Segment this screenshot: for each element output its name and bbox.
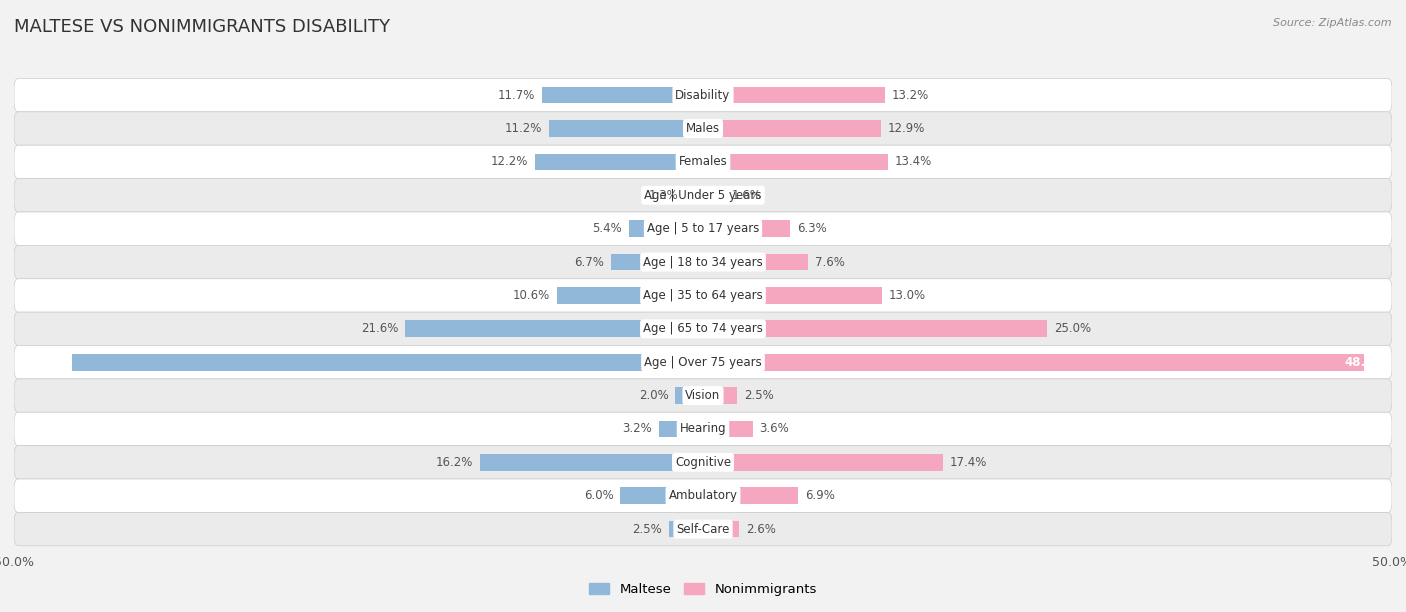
Text: 3.6%: 3.6% xyxy=(759,422,789,436)
Bar xyxy=(703,254,807,271)
Text: 13.2%: 13.2% xyxy=(891,89,929,102)
Bar xyxy=(703,187,725,204)
Text: Age | 18 to 34 years: Age | 18 to 34 years xyxy=(643,256,763,269)
FancyBboxPatch shape xyxy=(14,479,1392,512)
Bar xyxy=(703,87,884,103)
Text: 2.5%: 2.5% xyxy=(631,523,662,536)
Bar xyxy=(557,287,703,304)
Text: 11.7%: 11.7% xyxy=(498,89,534,102)
Bar xyxy=(72,354,703,370)
Bar xyxy=(703,487,799,504)
FancyBboxPatch shape xyxy=(14,145,1392,179)
Bar xyxy=(703,521,738,537)
Bar xyxy=(405,321,703,337)
FancyBboxPatch shape xyxy=(14,346,1392,379)
Bar xyxy=(620,487,703,504)
FancyBboxPatch shape xyxy=(14,312,1392,346)
Text: 6.9%: 6.9% xyxy=(806,489,835,502)
Bar xyxy=(628,220,703,237)
Bar xyxy=(703,387,738,404)
Text: 10.6%: 10.6% xyxy=(513,289,550,302)
Text: Age | 35 to 64 years: Age | 35 to 64 years xyxy=(643,289,763,302)
Bar xyxy=(703,220,790,237)
Text: Age | Over 75 years: Age | Over 75 years xyxy=(644,356,762,368)
Text: Females: Females xyxy=(679,155,727,168)
Text: Ambulatory: Ambulatory xyxy=(668,489,738,502)
Legend: Maltese, Nonimmigrants: Maltese, Nonimmigrants xyxy=(583,578,823,602)
Text: 2.0%: 2.0% xyxy=(638,389,669,402)
Bar xyxy=(703,120,880,137)
Bar xyxy=(703,354,1364,370)
Bar xyxy=(610,254,703,271)
Text: Age | Under 5 years: Age | Under 5 years xyxy=(644,188,762,202)
Text: 2.5%: 2.5% xyxy=(744,389,775,402)
Text: 5.4%: 5.4% xyxy=(592,222,621,235)
FancyBboxPatch shape xyxy=(14,278,1392,312)
Text: MALTESE VS NONIMMIGRANTS DISABILITY: MALTESE VS NONIMMIGRANTS DISABILITY xyxy=(14,18,391,36)
Text: 6.3%: 6.3% xyxy=(797,222,827,235)
Text: Disability: Disability xyxy=(675,89,731,102)
FancyBboxPatch shape xyxy=(14,212,1392,245)
Text: Males: Males xyxy=(686,122,720,135)
Text: Vision: Vision xyxy=(685,389,721,402)
Text: Cognitive: Cognitive xyxy=(675,456,731,469)
Text: 21.6%: 21.6% xyxy=(361,323,398,335)
FancyBboxPatch shape xyxy=(14,112,1392,145)
Text: 12.2%: 12.2% xyxy=(491,155,529,168)
Bar xyxy=(703,321,1047,337)
Bar xyxy=(703,154,887,170)
Text: 1.3%: 1.3% xyxy=(648,188,678,202)
FancyBboxPatch shape xyxy=(14,245,1392,278)
Text: 17.4%: 17.4% xyxy=(949,456,987,469)
Bar xyxy=(669,521,703,537)
Text: 2.6%: 2.6% xyxy=(745,523,776,536)
FancyBboxPatch shape xyxy=(14,412,1392,446)
Text: 25.0%: 25.0% xyxy=(1054,323,1091,335)
Text: 3.2%: 3.2% xyxy=(623,422,652,436)
Text: Source: ZipAtlas.com: Source: ZipAtlas.com xyxy=(1274,18,1392,28)
Text: 48.0%: 48.0% xyxy=(1344,356,1385,368)
Bar xyxy=(675,387,703,404)
FancyBboxPatch shape xyxy=(14,512,1392,546)
Text: 45.8%: 45.8% xyxy=(21,356,62,368)
Text: 16.2%: 16.2% xyxy=(436,456,472,469)
Text: 13.4%: 13.4% xyxy=(894,155,932,168)
Text: 12.9%: 12.9% xyxy=(887,122,925,135)
Bar xyxy=(685,187,703,204)
Bar xyxy=(548,120,703,137)
Bar xyxy=(703,454,943,471)
Bar xyxy=(534,154,703,170)
Bar xyxy=(479,454,703,471)
Text: Self-Care: Self-Care xyxy=(676,523,730,536)
Bar xyxy=(541,87,703,103)
Text: 7.6%: 7.6% xyxy=(814,256,845,269)
Text: 6.7%: 6.7% xyxy=(574,256,603,269)
FancyBboxPatch shape xyxy=(14,179,1392,212)
Text: Age | 65 to 74 years: Age | 65 to 74 years xyxy=(643,323,763,335)
Text: 11.2%: 11.2% xyxy=(505,122,541,135)
Text: 13.0%: 13.0% xyxy=(889,289,927,302)
FancyBboxPatch shape xyxy=(14,379,1392,412)
Bar xyxy=(703,287,882,304)
Text: 1.6%: 1.6% xyxy=(733,188,762,202)
Bar xyxy=(659,420,703,438)
Text: Age | 5 to 17 years: Age | 5 to 17 years xyxy=(647,222,759,235)
FancyBboxPatch shape xyxy=(14,446,1392,479)
FancyBboxPatch shape xyxy=(14,78,1392,112)
Text: 6.0%: 6.0% xyxy=(583,489,613,502)
Text: Hearing: Hearing xyxy=(679,422,727,436)
Bar xyxy=(703,420,752,438)
